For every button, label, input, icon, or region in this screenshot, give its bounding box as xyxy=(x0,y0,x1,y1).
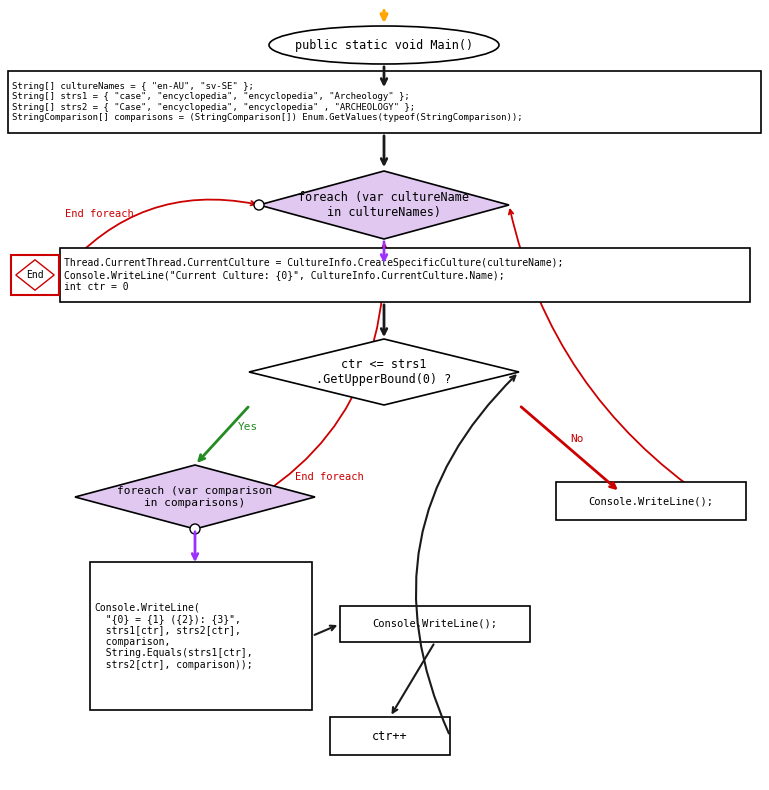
Ellipse shape xyxy=(269,26,499,64)
Polygon shape xyxy=(249,339,519,405)
FancyBboxPatch shape xyxy=(11,255,59,295)
Text: foreach (var cultureName
in cultureNames): foreach (var cultureName in cultureNames… xyxy=(298,191,470,219)
Text: Yes: Yes xyxy=(238,422,258,432)
Text: End: End xyxy=(26,270,44,280)
Polygon shape xyxy=(259,171,509,239)
Circle shape xyxy=(190,524,200,534)
FancyBboxPatch shape xyxy=(60,248,750,302)
Text: ctr++: ctr++ xyxy=(372,729,408,743)
FancyBboxPatch shape xyxy=(340,606,530,642)
Text: ctr <= strs1
.GetUpperBound(0) ?: ctr <= strs1 .GetUpperBound(0) ? xyxy=(316,358,451,386)
FancyBboxPatch shape xyxy=(90,562,312,710)
Text: foreach (var comparison
in comparisons): foreach (var comparison in comparisons) xyxy=(118,486,273,508)
Text: No: No xyxy=(570,434,584,444)
Circle shape xyxy=(254,200,264,210)
Polygon shape xyxy=(75,465,315,529)
Text: End foreach: End foreach xyxy=(295,472,364,482)
FancyBboxPatch shape xyxy=(330,717,450,755)
Text: End foreach: End foreach xyxy=(65,209,134,219)
Text: public static void Main(): public static void Main() xyxy=(295,39,473,51)
FancyBboxPatch shape xyxy=(8,71,761,133)
Text: String[] cultureNames = { "en-AU", "sv-SE" };
String[] strs1 = { "case", "encycl: String[] cultureNames = { "en-AU", "sv-S… xyxy=(12,82,523,122)
Text: Console.WriteLine();: Console.WriteLine(); xyxy=(372,619,498,629)
Text: Console.WriteLine(
  "{0} = {1} ({2}): {3}",
  strs1[ctr], strs2[ctr],
  compari: Console.WriteLine( "{0} = {1} ({2}): {3}… xyxy=(94,602,253,670)
Text: Console.WriteLine();: Console.WriteLine(); xyxy=(588,496,714,506)
Text: Thread.CurrentThread.CurrentCulture = CultureInfo.CreateSpecificCulture(cultureN: Thread.CurrentThread.CurrentCulture = Cu… xyxy=(64,258,564,292)
FancyBboxPatch shape xyxy=(556,482,746,520)
